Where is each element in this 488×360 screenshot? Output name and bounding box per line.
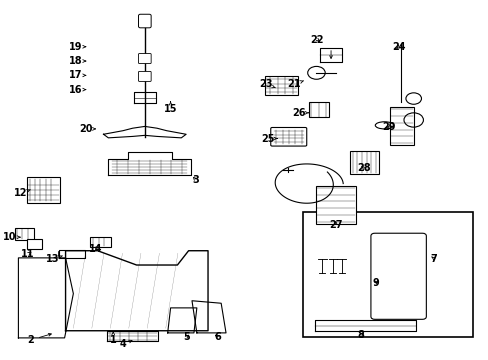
FancyBboxPatch shape	[370, 233, 426, 319]
Bar	[389, 108, 413, 145]
Bar	[27, 177, 60, 203]
FancyBboxPatch shape	[138, 14, 151, 28]
Text: 8: 8	[357, 330, 364, 340]
FancyBboxPatch shape	[138, 71, 151, 81]
Text: 24: 24	[391, 42, 405, 52]
Bar	[308, 103, 328, 117]
Text: 2: 2	[27, 333, 51, 345]
Bar	[264, 76, 297, 95]
Text: 15: 15	[163, 102, 177, 114]
Bar	[27, 239, 42, 249]
Text: 10: 10	[3, 232, 20, 242]
Text: 22: 22	[310, 35, 324, 45]
Text: 13: 13	[46, 254, 62, 264]
Text: 27: 27	[328, 220, 342, 230]
Text: 5: 5	[183, 332, 189, 342]
Text: 11: 11	[21, 249, 35, 259]
Text: 29: 29	[382, 122, 395, 132]
Bar	[90, 237, 111, 247]
FancyBboxPatch shape	[270, 127, 306, 146]
Text: 28: 28	[357, 163, 370, 173]
Text: 7: 7	[430, 253, 437, 264]
Text: 9: 9	[372, 278, 378, 288]
Bar	[350, 151, 378, 174]
Text: 6: 6	[214, 332, 221, 342]
Bar	[15, 228, 34, 240]
Text: 16: 16	[69, 85, 85, 95]
Bar	[302, 212, 472, 337]
Text: 4: 4	[120, 339, 132, 349]
Text: 3: 3	[192, 175, 199, 185]
Text: 18: 18	[69, 56, 85, 66]
Text: 12: 12	[14, 188, 30, 198]
Text: 1: 1	[110, 332, 116, 345]
Text: 17: 17	[69, 70, 85, 80]
Text: 14: 14	[88, 244, 102, 253]
Text: 23: 23	[259, 79, 275, 89]
Text: 21: 21	[287, 79, 303, 89]
Text: 20: 20	[79, 124, 95, 134]
Bar	[316, 186, 356, 224]
Text: 25: 25	[261, 134, 277, 144]
FancyBboxPatch shape	[138, 54, 151, 64]
Text: 26: 26	[292, 108, 308, 118]
Text: 19: 19	[69, 42, 85, 52]
